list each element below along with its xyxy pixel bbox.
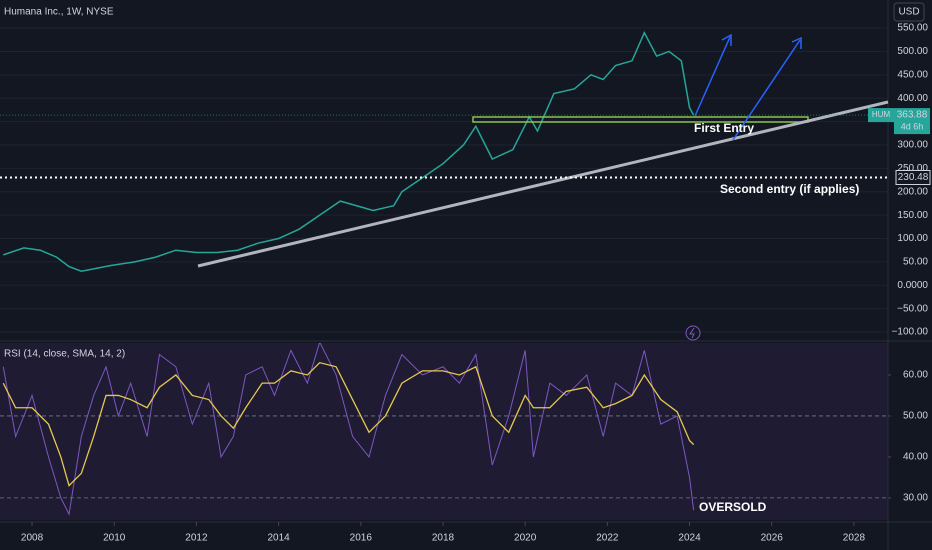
currency[interactable]: USD (898, 7, 919, 18)
data-line (2, 361, 695, 487)
price-tag (894, 108, 930, 135)
price-line-label: 230.48 (898, 172, 929, 183)
y-tick-label: 300.00 (897, 140, 928, 151)
countdown-label: 4d 6h (901, 121, 924, 131)
x-tick-label: 2018 (432, 533, 455, 544)
y-tick-label: 250.00 (897, 163, 928, 174)
y-tick-label: 50.00 (903, 257, 928, 268)
x-tick-label: 2008 (21, 533, 44, 544)
y-tick-label: −50.00 (897, 303, 928, 314)
x-tick-label: 2026 (761, 533, 784, 544)
y-tick-label: −100.00 (892, 327, 929, 338)
data-line (3, 31, 695, 273)
y-tick-label: 40.00 (903, 452, 928, 463)
chart-title: Humana Inc., 1W, NYSE (4, 7, 114, 18)
x-tick-label: 2022 (596, 533, 619, 544)
event-icon[interactable] (685, 325, 701, 341)
rsi-title: RSI (14, close, SMA, 14, 2) (4, 349, 125, 360)
currency-button[interactable] (893, 2, 925, 22)
x-tick-label: 2012 (185, 533, 208, 544)
x-tick-label: 2016 (350, 533, 373, 544)
symbol-tag (868, 108, 894, 123)
annotation: OVERSOLD (699, 500, 767, 514)
arrow-head (721, 33, 732, 46)
y-tick-label: 0.0000 (897, 280, 928, 291)
last-price-label: 363.88 (897, 110, 928, 121)
y-tick-label: 50.00 (903, 411, 928, 422)
x-tick-label: 2014 (267, 533, 290, 544)
annotation: Second entry (if applies) (720, 182, 859, 196)
price-line-tag (895, 169, 931, 185)
annotation: First Entry (694, 121, 754, 135)
x-tick-label: 2024 (678, 533, 701, 544)
rsi-pane (0, 343, 888, 520)
arrow-head (791, 36, 802, 49)
y-tick-label: 60.00 (903, 370, 928, 381)
arrow (732, 39, 801, 141)
arrow (694, 36, 731, 117)
y-tick-label: 200.00 (897, 186, 928, 197)
x-tick-label: 2020 (514, 533, 537, 544)
x-tick-label: 2010 (103, 533, 126, 544)
x-tick-label: 2028 (843, 533, 866, 544)
data-line (2, 343, 695, 516)
y-tick-label: 400.00 (897, 93, 928, 104)
event-icon-bolt (689, 327, 695, 339)
y-tick-label: 30.00 (903, 493, 928, 504)
symbol-label: HUM (872, 110, 891, 119)
trend-line (197, 100, 889, 268)
y-tick-label: 550.00 (897, 23, 928, 34)
y-tick-label: 450.00 (897, 69, 928, 80)
y-tick-label: 150.00 (897, 210, 928, 221)
y-tick-label: 500.00 (897, 46, 928, 57)
y-tick-label: 100.00 (897, 233, 928, 244)
